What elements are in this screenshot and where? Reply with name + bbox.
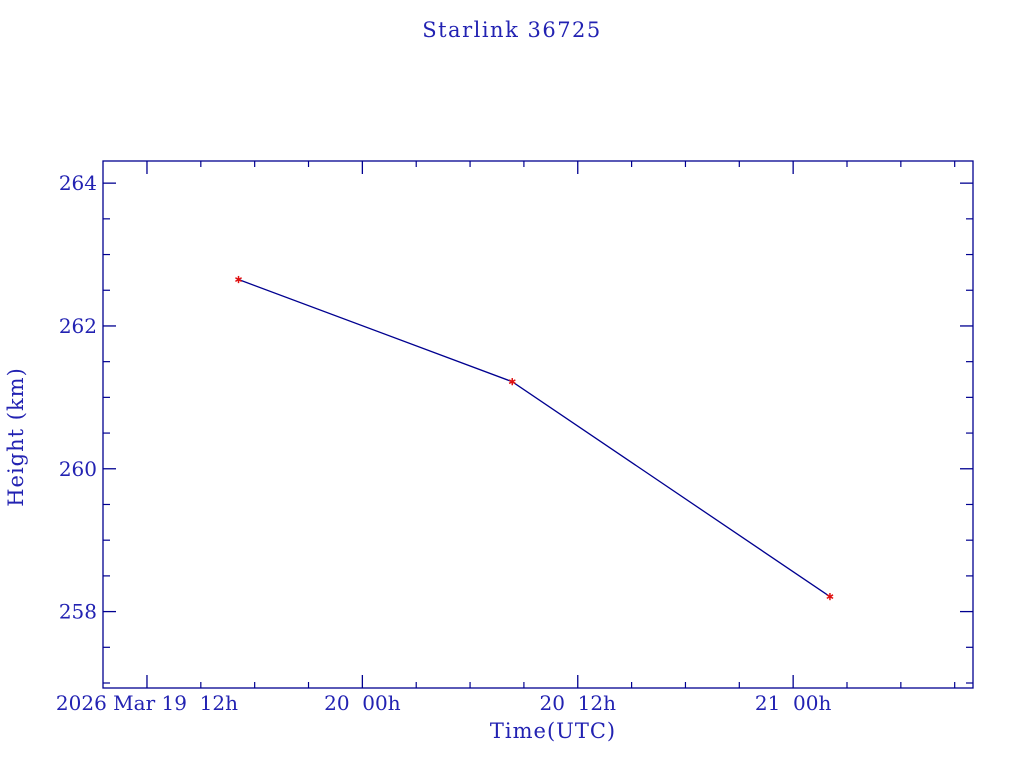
y-tick-label: 262 [59,314,97,338]
x-tick-label: 2026 Mar 19 12h [56,691,238,715]
x-tick-label: 21 00h [755,691,832,715]
y-tick-label: 258 [59,600,97,624]
data-point-center [237,278,240,281]
data-point-center [828,595,832,598]
data-line [238,278,831,598]
y-tick-label: 260 [59,457,97,481]
y-tick-label: 264 [59,171,97,195]
data-point-center [510,380,514,384]
x-axis-title: Time(UTC) [489,719,617,743]
x-tick-label: 20 00h [324,691,401,715]
y-axis-title: Height (km) [4,367,28,507]
x-tick-label: 20 12h [540,691,617,715]
axes-frame [102,160,974,689]
chart-title: Starlink 36725 [422,18,602,42]
